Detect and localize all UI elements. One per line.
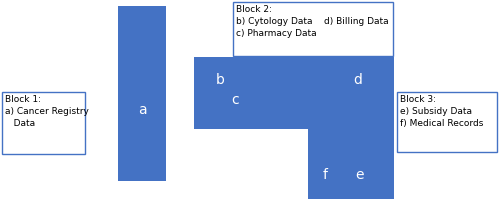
Text: f: f [322,168,328,182]
Bar [233,2,393,56]
Text: b: b [216,73,224,87]
Text: Block 3:
e) Subsidy Data
f) Medical Records: Block 3: e) Subsidy Data f) Medical Reco… [400,95,483,128]
Text: Block 1:
a) Cancer Registry
   Data: Block 1: a) Cancer Registry Data [5,95,89,128]
Bar [2,92,85,154]
Bar [308,57,394,199]
Text: a: a [138,103,146,117]
Text: d: d [354,73,362,87]
Bar [118,6,166,181]
Text: c: c [231,93,239,107]
Text: e: e [356,168,364,182]
Text: Block 2:
b) Cytology Data    d) Billing Data
c) Pharmacy Data: Block 2: b) Cytology Data d) Billing Dat… [236,5,388,38]
Bar [194,57,394,129]
Bar [397,92,497,152]
